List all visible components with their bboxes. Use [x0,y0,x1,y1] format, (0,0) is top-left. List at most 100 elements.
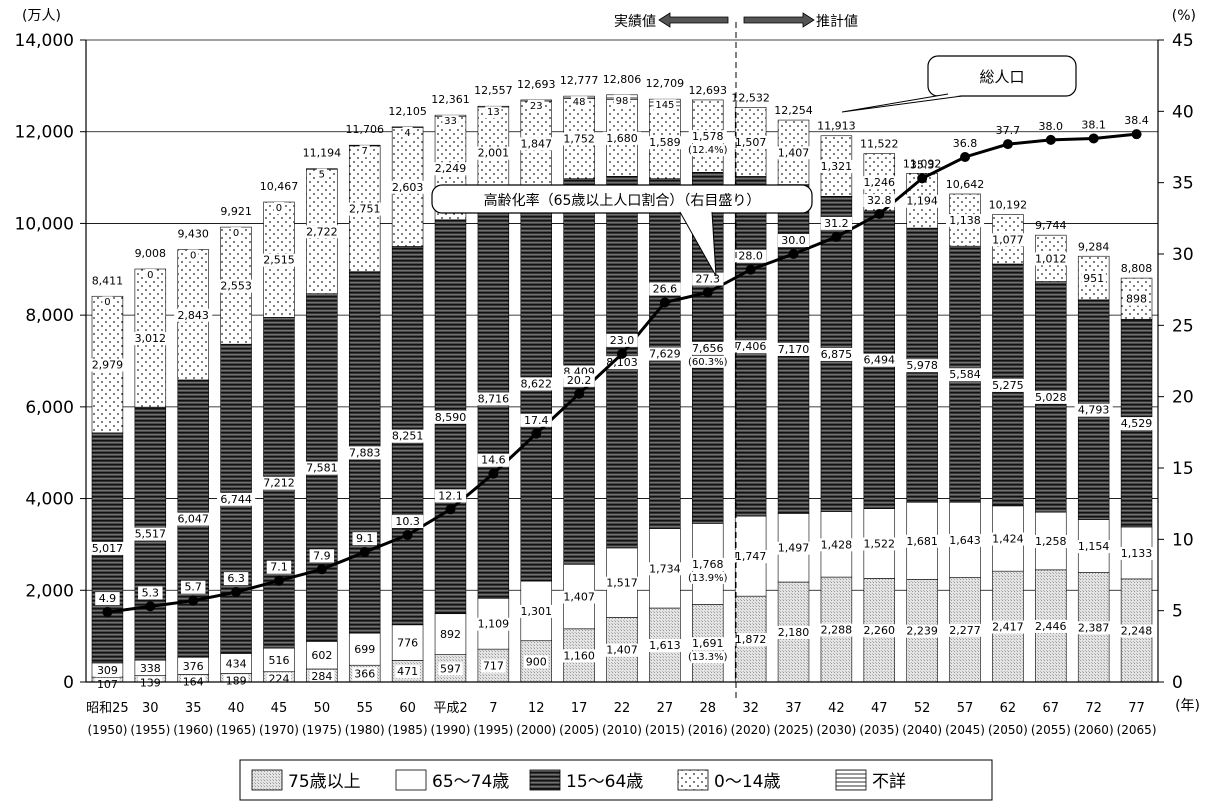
unk-label: 0 [147,270,153,281]
right-tick-label: 25 [1172,316,1194,336]
aging-rate-point [145,601,156,612]
total-label: 12,693 [689,84,728,97]
s75-label: 139 [140,677,161,690]
aging-rate-label: 31.2 [824,217,849,230]
s75-label: 1,407 [606,644,638,657]
s65-label-bg [774,541,813,555]
rate-callout: 高齢化率（65歳以上人口割合）（右目盛り） [431,184,813,277]
aging-rate-label-bg [606,333,638,347]
s65-label: 1,407 [563,591,595,604]
s75-label-bg [560,649,599,663]
s15-label-bg [731,340,770,354]
s15-label-bg [517,377,556,391]
aging-rate-point [574,388,585,399]
total-label: 9,284 [1078,240,1110,253]
s0-label: 1,589 [649,136,681,149]
x-tick-year: (1955) [130,723,170,737]
s75-label-bg [903,624,942,638]
s75-label: 2,239 [906,625,938,638]
s75-label-bg [860,624,899,638]
aging-rate-point [960,151,971,162]
s75-label: 2,260 [864,624,896,637]
total-label: 12,254 [774,104,813,117]
actual-label: 実績値 [614,14,656,30]
unk-label-bg [188,249,199,262]
s15-label-bg [602,356,642,370]
s75-label-bg [731,633,770,647]
aging-rate-label-bg [434,489,467,503]
aging-rate-label: 12.1 [438,489,463,502]
s75-label-bg [988,620,1027,634]
legend-label-unk: 不詳 [872,772,906,792]
aging-rate-label: 7.9 [313,549,331,562]
unk-label: 5 [319,170,325,181]
aging-rate-label-bg [223,572,249,586]
s15-label-bg [259,476,299,490]
s75-label: 471 [397,665,418,678]
s15-label-bg [131,527,170,541]
total-label: 11,092 [903,157,942,170]
s0-label-bg [431,162,470,176]
s65-label: 1,681 [906,535,938,548]
s15-label-bg [860,353,899,367]
s15-label: 5,584 [949,368,981,381]
s15-label-bg [645,347,684,361]
unk-label: 0 [190,251,196,262]
s75-label: 189 [226,674,247,687]
aging-rate-label: 38.0 [1039,120,1064,133]
s0-label-bg [302,225,341,239]
s0-label: 1,507 [735,136,767,149]
x-tick-era: 22 [614,701,631,716]
s15-label: 4,529 [1121,417,1153,430]
x-tick-era: 77 [1128,701,1145,716]
s0-label: 1,246 [864,176,896,189]
legend-label-s15: 15～64歳 [566,772,643,792]
s75-label: 900 [526,655,547,668]
right-tick-label: 20 [1172,388,1194,408]
s0-label: 1,847 [520,137,552,150]
s65-label: 1,301 [520,605,552,618]
unk-label: 145 [655,100,674,111]
aging-rate-label: 7.1 [270,561,288,574]
x-tick-year: (1990) [431,723,471,737]
x-tick-year: (2030) [816,723,856,737]
s0-label-bg [988,233,1027,247]
x-tick-era: 72 [1085,701,1102,716]
s75-label-bg [309,669,335,683]
left-tick-label: 10,000 [15,214,74,234]
s15-label-bg [217,492,256,506]
unk-label-bg [359,145,370,158]
s0-label-bg [217,279,256,293]
left-tick-label: 2,000 [25,581,74,601]
s15-label: 5,275 [992,379,1024,392]
unk-label-bg [316,168,327,181]
s75-label-bg [1117,624,1156,638]
s15-label: 8,251 [392,430,424,443]
s75-label: 2,180 [778,626,810,639]
unk-label-bg [653,99,677,112]
s0-label-bg [1031,252,1070,266]
s0-label: 1,077 [992,233,1024,246]
aging-rate-point [617,348,627,359]
aging-rate-label-bg [520,413,552,427]
aging-rate-label: 26.6 [653,283,678,296]
axes: 0 2,000 4,000 6,000 8,000 10,000 12,000 14,000 0… [15,8,1200,737]
aging-rate-label: 17.4 [524,414,549,427]
x-tick-year: (1960) [173,723,213,737]
pct-s65: (13.9%) [688,573,728,584]
s75-label-bg [602,643,642,657]
s75-label-bg [524,655,549,669]
left-unit-label: (万人) [22,8,61,24]
s0-label-bg [903,194,942,208]
s15-label-bg [1074,403,1113,417]
aging-rate-point [917,173,928,184]
x-tick-era: 昭和25 [86,701,129,716]
aging-rate-point [531,428,542,439]
s65-label: 776 [397,637,418,650]
total-label: 12,777 [560,74,599,87]
s65-label-bg [309,649,335,663]
s0-label: 1,752 [563,133,595,146]
s65-label: 602 [311,649,332,662]
aging-rate-label-bg [352,532,377,546]
